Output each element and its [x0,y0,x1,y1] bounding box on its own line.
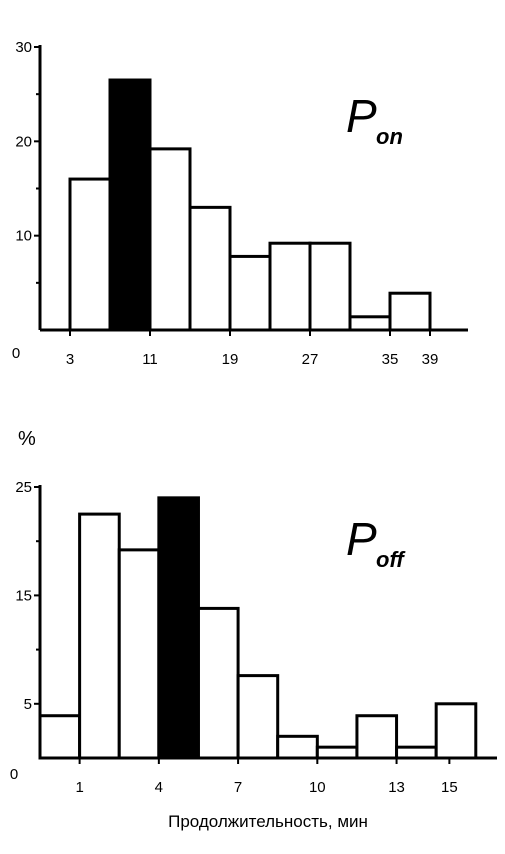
histogram-bar [108,78,152,332]
x-tick-label: 7 [234,779,242,796]
histogram-bar [117,548,161,760]
histogram-bar [68,177,112,332]
histogram-bar [268,241,312,332]
x-tick-label: 4 [155,779,163,796]
histogram-bar [308,241,352,332]
panel-label-subscript: on [376,124,403,149]
y-tick-label: 5 [24,696,32,713]
origin-label: 0 [10,766,18,783]
p-off-histogram: 5 15 25 0 1 4 7 10 13 15 P off Продолжительность, ми… [10,479,497,831]
y-tick-label: 30 [15,39,32,56]
histogram-bar [276,734,319,760]
histogram-bar [78,512,121,760]
histogram-bar [388,291,432,332]
origin-label: 0 [12,345,20,362]
histogram-bar [355,714,399,760]
panel-label-subscript: off [376,547,406,572]
x-tick-label: 15 [441,779,458,796]
histogram-bar [315,745,359,760]
panel-label-main: P [346,90,377,142]
y-tick-label: 20 [15,133,32,150]
y-tick-label: 15 [15,587,32,604]
x-tick-label: 10 [309,779,326,796]
p-on-histogram: 10 20 30 0 3 11 19 27 35 39 P on [12,39,468,368]
y-tick-label: 10 [15,228,32,245]
x-axis-title: Продолжительность, мин [168,812,368,831]
x-tick-label: 13 [388,779,405,796]
x-tick-label: 39 [422,351,439,368]
y-unit-label: % [18,428,36,450]
histogram-bar [228,254,272,332]
histogram-bar [188,205,232,332]
x-tick-label: 27 [302,351,319,368]
histogram-bar [148,147,192,332]
y-tick-label: 25 [15,479,32,496]
panel-label-main: P [346,513,377,565]
histogram-bar [434,702,478,760]
histogram-bar [196,606,240,760]
x-tick-label: 11 [142,351,158,368]
histogram-bar [348,315,392,332]
histogram-bar [236,674,280,760]
histogram-bar [157,496,200,760]
x-tick-label: 35 [382,351,399,368]
x-tick-label: 1 [75,779,83,796]
x-tick-label: 3 [66,351,74,368]
histogram-bar [38,714,82,760]
histogram-bar [395,745,438,760]
x-tick-label: 19 [222,351,239,368]
